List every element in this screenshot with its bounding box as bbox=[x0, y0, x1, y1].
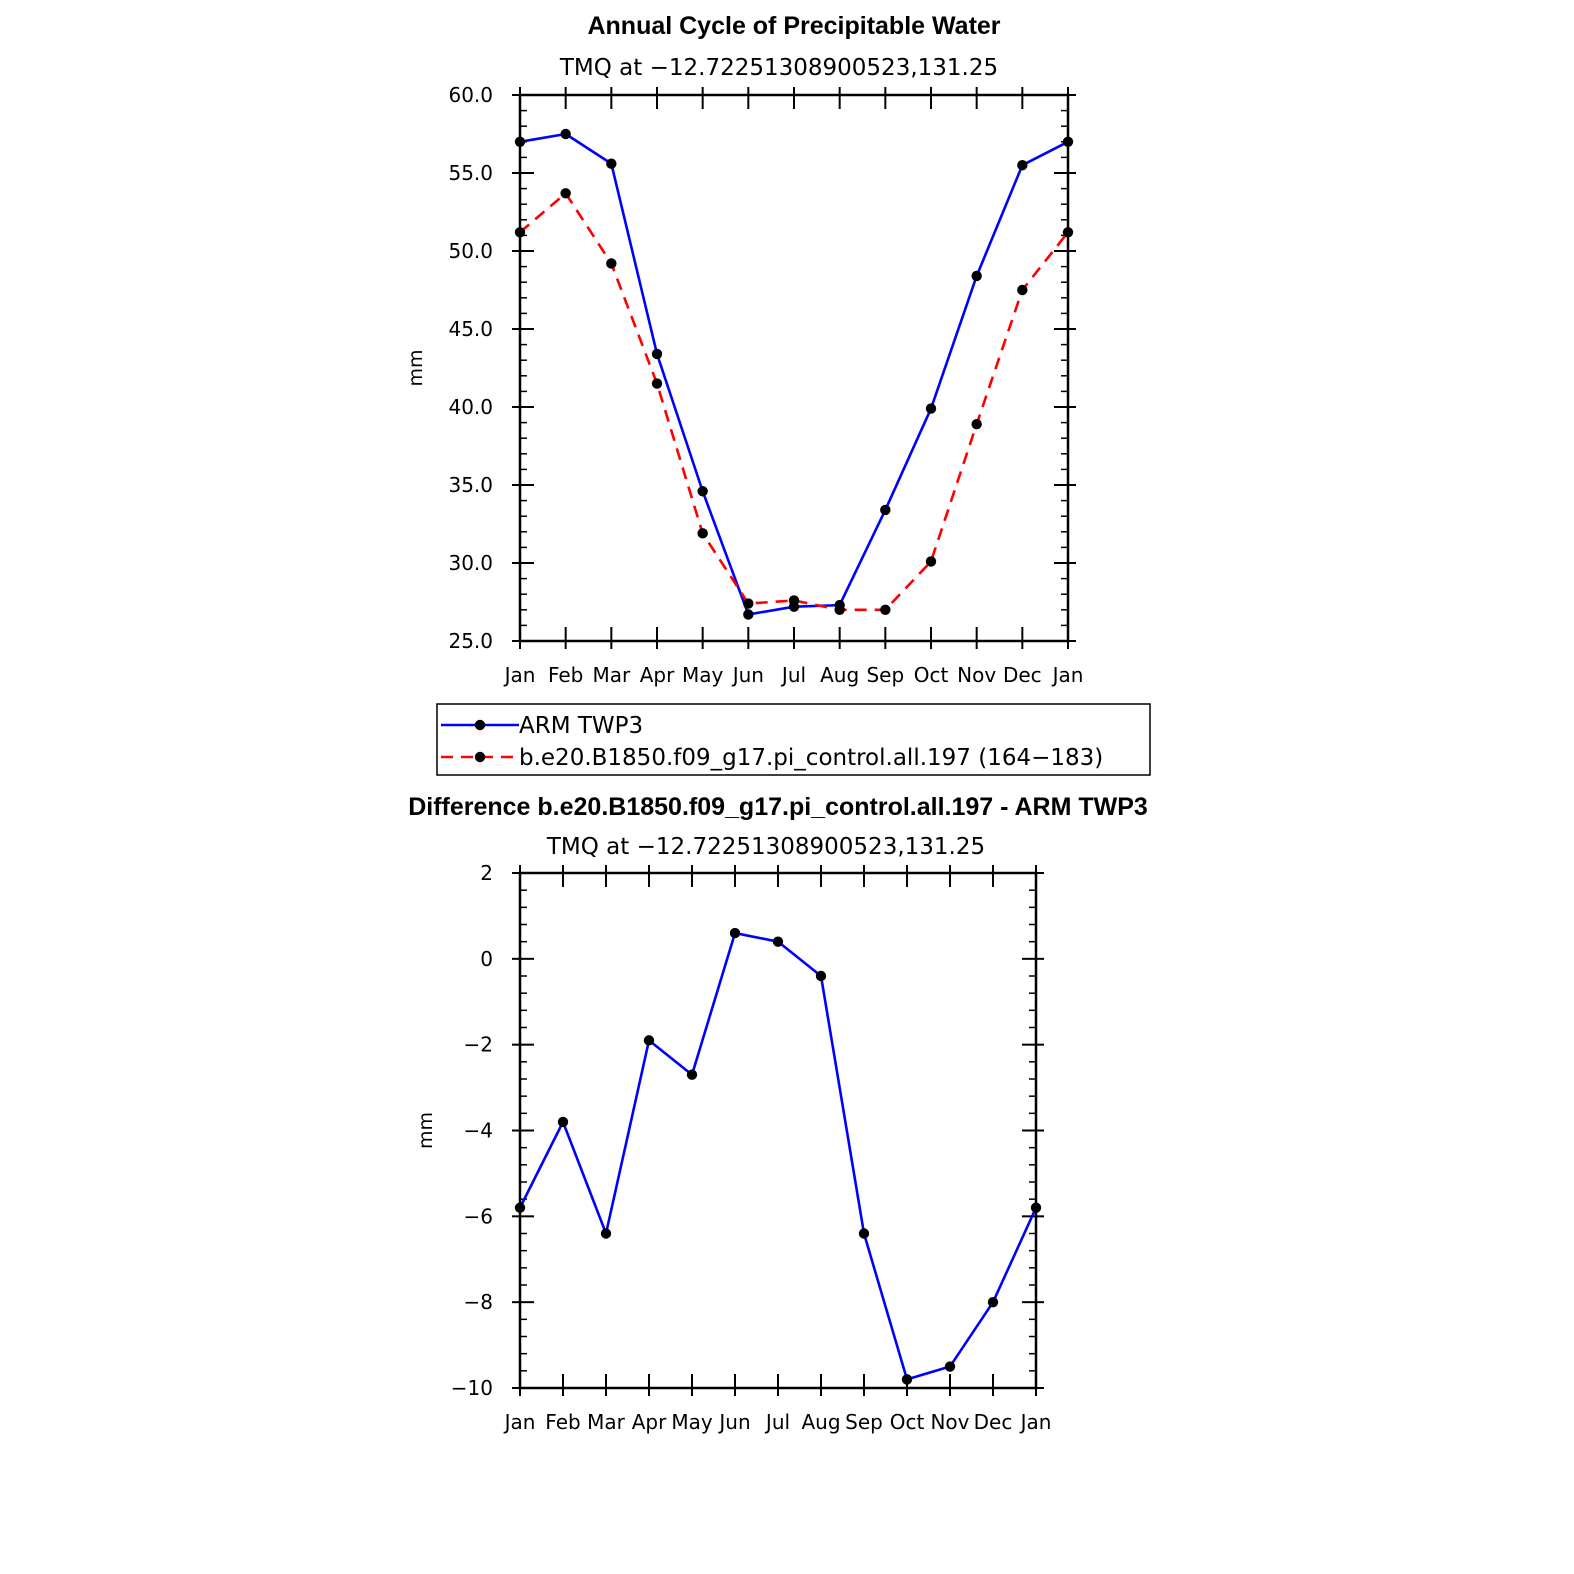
legend-marker-0 bbox=[474, 719, 486, 731]
y-tick-label: 30.0 bbox=[448, 551, 493, 575]
x-tick-label: Apr bbox=[632, 1410, 667, 1434]
y-tick-label: 55.0 bbox=[448, 161, 493, 185]
data-point-series-1 bbox=[880, 604, 891, 615]
data-point-series-0 bbox=[643, 1035, 655, 1046]
data-point-series-1 bbox=[925, 556, 937, 567]
chart-title: Annual Cycle of Precipitable Water bbox=[587, 12, 1000, 40]
chart-subtitle: TMQ at −12.72251308900523,131.25 bbox=[559, 55, 998, 81]
x-tick-label: Dec bbox=[1003, 663, 1042, 687]
data-point-series-1 bbox=[697, 528, 708, 539]
y-tick-label: −2 bbox=[464, 1033, 493, 1057]
data-point-series-0 bbox=[901, 1374, 913, 1385]
y-tick-label: 50.0 bbox=[448, 239, 493, 263]
x-tick-label: May bbox=[682, 663, 724, 687]
data-point-series-0 bbox=[1030, 1202, 1042, 1213]
x-tick-label: Jan bbox=[503, 1410, 536, 1434]
data-point-series-0 bbox=[815, 970, 827, 982]
x-tick-label: Nov bbox=[957, 663, 996, 687]
data-point-series-0 bbox=[600, 1228, 612, 1239]
difference-panel: Difference b.e20.B1850.f09_g17.pi_contro… bbox=[408, 793, 1148, 1434]
data-point-series-1 bbox=[1017, 284, 1028, 296]
y-axis-label: mm bbox=[405, 349, 427, 386]
chart-subtitle: TMQ at −12.72251308900523,131.25 bbox=[546, 834, 985, 860]
data-point-series-1 bbox=[971, 418, 982, 430]
legend-label: ARM TWP3 bbox=[519, 713, 643, 739]
x-tick-label: Aug bbox=[801, 1410, 840, 1434]
data-point-series-1 bbox=[606, 258, 617, 269]
data-point-series-0 bbox=[743, 609, 754, 620]
y-tick-label: 35.0 bbox=[448, 473, 493, 497]
x-tick-label: Jul bbox=[764, 1410, 790, 1434]
x-tick-label: Feb bbox=[545, 1410, 580, 1434]
data-point-series-0 bbox=[772, 936, 784, 947]
x-tick-label: Jun bbox=[731, 663, 764, 687]
data-point-series-0 bbox=[880, 504, 891, 516]
x-tick-label: Aug bbox=[820, 663, 859, 687]
data-point-series-0 bbox=[729, 927, 741, 939]
legend-marker-1 bbox=[474, 751, 486, 763]
data-point-series-1 bbox=[651, 378, 663, 389]
data-point-series-0 bbox=[858, 1228, 870, 1239]
data-point-series-0 bbox=[686, 1069, 698, 1080]
data-point-series-0 bbox=[944, 1361, 956, 1372]
legend-box bbox=[436, 703, 1151, 776]
data-point-series-0 bbox=[971, 270, 982, 282]
data-point-series-1 bbox=[743, 598, 754, 609]
y-tick-label: −6 bbox=[464, 1204, 493, 1228]
data-point-series-0 bbox=[606, 158, 617, 169]
data-point-series-1 bbox=[788, 595, 800, 606]
data-point-series-1 bbox=[1062, 227, 1074, 238]
x-tick-label: Mar bbox=[587, 1410, 626, 1434]
y-tick-label: −8 bbox=[464, 1290, 493, 1314]
x-tick-label: Nov bbox=[930, 1410, 969, 1434]
x-tick-label: Feb bbox=[548, 663, 583, 687]
annual-cycle-panel: Annual Cycle of Precipitable Water TMQ at… bbox=[405, 12, 1151, 776]
y-tick-label: 60.0 bbox=[448, 83, 493, 107]
x-tick-label: Dec bbox=[974, 1410, 1013, 1434]
y-tick-label: −10 bbox=[451, 1376, 493, 1400]
x-tick-label: Jun bbox=[717, 1410, 750, 1434]
data-point-series-0 bbox=[1062, 136, 1074, 147]
y-tick-label: 40.0 bbox=[448, 395, 493, 419]
y-tick-label: 25.0 bbox=[448, 629, 493, 653]
x-tick-label: Jul bbox=[780, 663, 806, 687]
x-tick-label: Sep bbox=[866, 663, 904, 687]
x-tick-label: May bbox=[671, 1410, 713, 1434]
x-tick-label: Jan bbox=[1051, 663, 1084, 687]
x-tick-label: Jan bbox=[503, 663, 536, 687]
legend-label: b.e20.B1850.f09_g17.pi_control.all.197 (… bbox=[519, 745, 1103, 771]
legend: ARM TWP3 b.e20.B1850.f09_g17.pi_control.a… bbox=[436, 703, 1151, 776]
data-point-series-0 bbox=[557, 1116, 569, 1128]
data-point-series-0 bbox=[514, 1202, 526, 1213]
x-tick-label: Mar bbox=[592, 663, 631, 687]
y-tick-label: 2 bbox=[480, 861, 493, 885]
y-axis-label: mm bbox=[415, 1112, 437, 1149]
y-tick-label: 45.0 bbox=[448, 317, 493, 341]
y-tick-label: 0 bbox=[480, 947, 493, 971]
chart-title: Difference b.e20.B1850.f09_g17.pi_contro… bbox=[408, 793, 1148, 821]
x-tick-label: Oct bbox=[890, 1410, 925, 1434]
data-point-series-0 bbox=[987, 1296, 999, 1308]
data-point-series-0 bbox=[514, 136, 526, 147]
y-tick-label: −4 bbox=[464, 1119, 493, 1143]
data-point-series-1 bbox=[834, 604, 845, 615]
data-point-series-0 bbox=[1017, 160, 1028, 171]
data-point-series-1 bbox=[560, 188, 571, 199]
data-point-series-0 bbox=[925, 403, 937, 414]
data-point-series-0 bbox=[560, 128, 571, 140]
data-point-series-1 bbox=[514, 227, 526, 238]
x-tick-label: Sep bbox=[845, 1410, 883, 1434]
data-point-series-0 bbox=[697, 486, 708, 497]
x-tick-label: Oct bbox=[914, 663, 949, 687]
data-point-series-0 bbox=[651, 348, 663, 360]
x-tick-label: Apr bbox=[640, 663, 675, 687]
x-tick-label: Jan bbox=[1019, 1410, 1052, 1434]
